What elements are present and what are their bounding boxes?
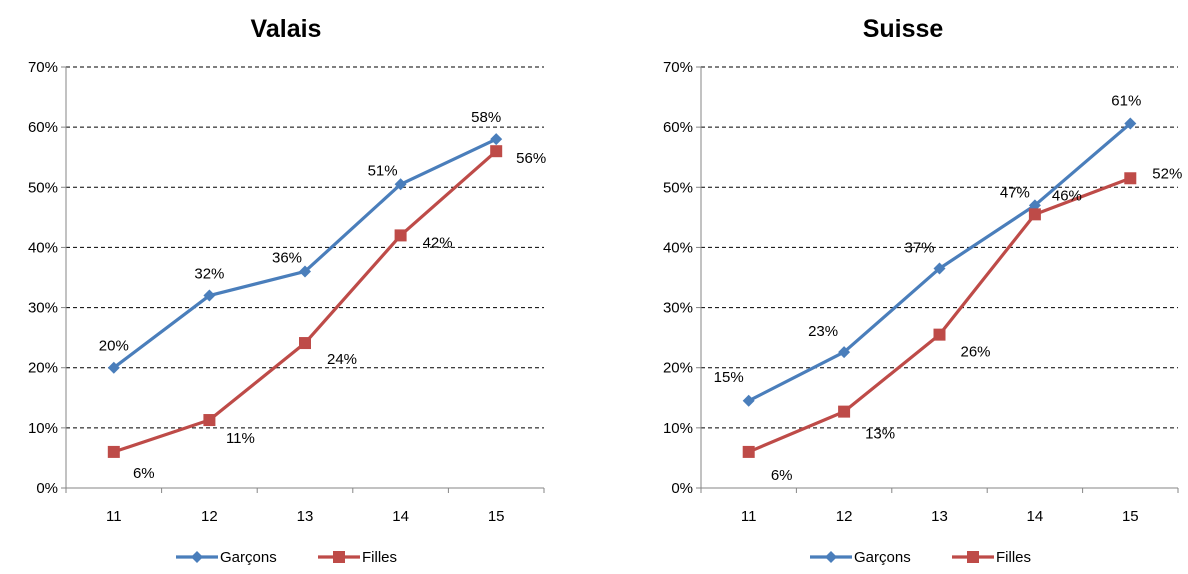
data-label: 36% bbox=[272, 249, 302, 266]
data-label: 6% bbox=[133, 465, 155, 482]
data-point-filles bbox=[395, 229, 407, 241]
y-tick-label: 10% bbox=[663, 420, 693, 437]
x-tick-label: 14 bbox=[1027, 508, 1044, 525]
data-point-filles bbox=[203, 414, 215, 426]
series-line-filles bbox=[749, 178, 1131, 452]
y-tick-label: 70% bbox=[28, 59, 58, 76]
data-label: 37% bbox=[904, 239, 934, 256]
data-point-filles bbox=[743, 446, 755, 458]
y-tick-label: 40% bbox=[663, 239, 693, 256]
data-label: 46% bbox=[1052, 187, 1082, 204]
chart-suisse: Suisse 0% 10% 20% 30% 40% 50% 60% 70% 11 12 13 14 15… bbox=[663, 15, 1182, 566]
x-tick-label: 14 bbox=[392, 508, 409, 525]
y-tick-label: 20% bbox=[28, 360, 58, 377]
data-point-filles bbox=[838, 406, 850, 418]
legend-label: Filles bbox=[362, 549, 397, 566]
y-tick-label: 50% bbox=[663, 179, 693, 196]
x-tick-label: 11 bbox=[106, 508, 122, 525]
x-tick-label: 12 bbox=[201, 508, 218, 525]
y-tick-label: 10% bbox=[28, 420, 58, 437]
legend-label: Garçons bbox=[854, 549, 911, 566]
y-tick-label: 30% bbox=[28, 300, 58, 317]
data-point-garcons bbox=[743, 395, 755, 407]
series-line-garcons bbox=[114, 139, 496, 368]
data-label: 42% bbox=[423, 234, 453, 251]
legend-marker-garcons bbox=[191, 551, 203, 563]
y-tick-label: 40% bbox=[28, 239, 58, 256]
x-tick-label: 13 bbox=[931, 508, 948, 525]
y-tick-label: 50% bbox=[28, 179, 58, 196]
chart-valais: Valais 0% 10% 20% 30% 40% 50% 60% 70% 11 12 13 14 15… bbox=[28, 15, 546, 566]
legend-label: Filles bbox=[996, 549, 1031, 566]
x-tick-label: 12 bbox=[836, 508, 853, 525]
y-tick-label: 70% bbox=[663, 59, 693, 76]
data-point-filles bbox=[299, 337, 311, 349]
data-point-filles bbox=[1124, 172, 1136, 184]
legend-marker-filles bbox=[967, 551, 979, 563]
series-line-garcons bbox=[749, 124, 1131, 401]
data-label: 52% bbox=[1152, 165, 1182, 182]
x-tick-label: 15 bbox=[1122, 508, 1139, 525]
x-tick-label: 13 bbox=[297, 508, 314, 525]
data-label: 24% bbox=[327, 351, 357, 368]
y-tick-label: 20% bbox=[663, 360, 693, 377]
x-tick-label: 11 bbox=[741, 508, 757, 525]
data-label: 51% bbox=[368, 162, 398, 179]
legend-marker-filles bbox=[333, 551, 345, 563]
data-label: 23% bbox=[808, 323, 838, 340]
data-label: 13% bbox=[865, 426, 895, 443]
y-tick-label: 60% bbox=[663, 119, 693, 136]
data-label: 61% bbox=[1111, 93, 1141, 110]
data-label: 58% bbox=[471, 109, 501, 126]
data-label: 56% bbox=[516, 150, 546, 167]
data-point-filles bbox=[934, 329, 946, 341]
chart-title: Valais bbox=[251, 15, 322, 43]
data-label: 47% bbox=[1000, 184, 1030, 201]
data-label: 11% bbox=[226, 430, 255, 447]
x-tick-label: 15 bbox=[488, 508, 505, 525]
data-label: 20% bbox=[99, 338, 129, 355]
y-tick-label: 30% bbox=[663, 300, 693, 317]
y-tick-label: 0% bbox=[671, 480, 693, 497]
data-point-filles bbox=[108, 446, 120, 458]
legend-marker-garcons bbox=[825, 551, 837, 563]
y-tick-label: 60% bbox=[28, 119, 58, 136]
data-point-filles bbox=[1029, 208, 1041, 220]
series-line-filles bbox=[114, 151, 496, 452]
legend-label: Garçons bbox=[220, 549, 277, 566]
chart-title: Suisse bbox=[863, 15, 944, 43]
data-label: 32% bbox=[194, 266, 224, 283]
data-point-filles bbox=[490, 145, 502, 157]
data-label: 26% bbox=[960, 344, 990, 361]
y-tick-label: 0% bbox=[36, 480, 58, 497]
data-label: 15% bbox=[714, 369, 744, 386]
data-point-garcons bbox=[490, 133, 502, 145]
data-label: 6% bbox=[771, 467, 793, 484]
